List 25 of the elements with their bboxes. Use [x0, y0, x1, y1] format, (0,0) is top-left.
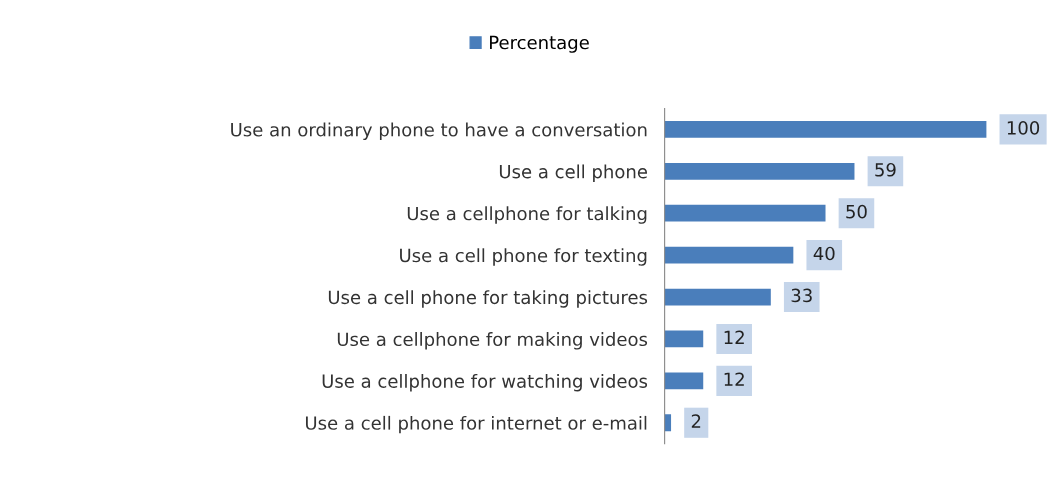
bar	[664, 121, 987, 138]
y-tick-label: Use a cell phone for internet or e-mail	[306, 415, 647, 434]
y-tick-label: Use a cellphone for making videos	[337, 332, 648, 350]
legend-label: Percentage	[490, 35, 589, 53]
data-label: 59	[875, 162, 896, 177]
data-label: 50	[846, 204, 867, 219]
y-tick-label: Use a cell phone for texting	[400, 248, 647, 266]
y-tick-label: Use a cell phone	[499, 164, 647, 182]
data-label: 100	[1007, 120, 1040, 135]
data-label: 12	[724, 330, 744, 344]
bar	[664, 372, 704, 390]
data-label: 12	[724, 372, 744, 386]
bar	[664, 162, 855, 180]
bar	[664, 414, 672, 432]
data-label: 33	[791, 288, 812, 303]
bar	[664, 330, 704, 348]
y-tick-label: Use an ordinary phone to have a conversation	[231, 122, 647, 141]
y-tick-label: Use a cellphone for watching videos	[322, 373, 648, 392]
bar	[664, 288, 771, 306]
data-label: 2	[691, 414, 701, 428]
y-tick-label: Use a cellphone for talking	[407, 206, 647, 224]
y-tick-label: Use a cell phone for taking pictures	[328, 290, 648, 308]
data-label: 40	[813, 246, 835, 261]
bar	[664, 246, 794, 264]
bar	[664, 204, 826, 222]
